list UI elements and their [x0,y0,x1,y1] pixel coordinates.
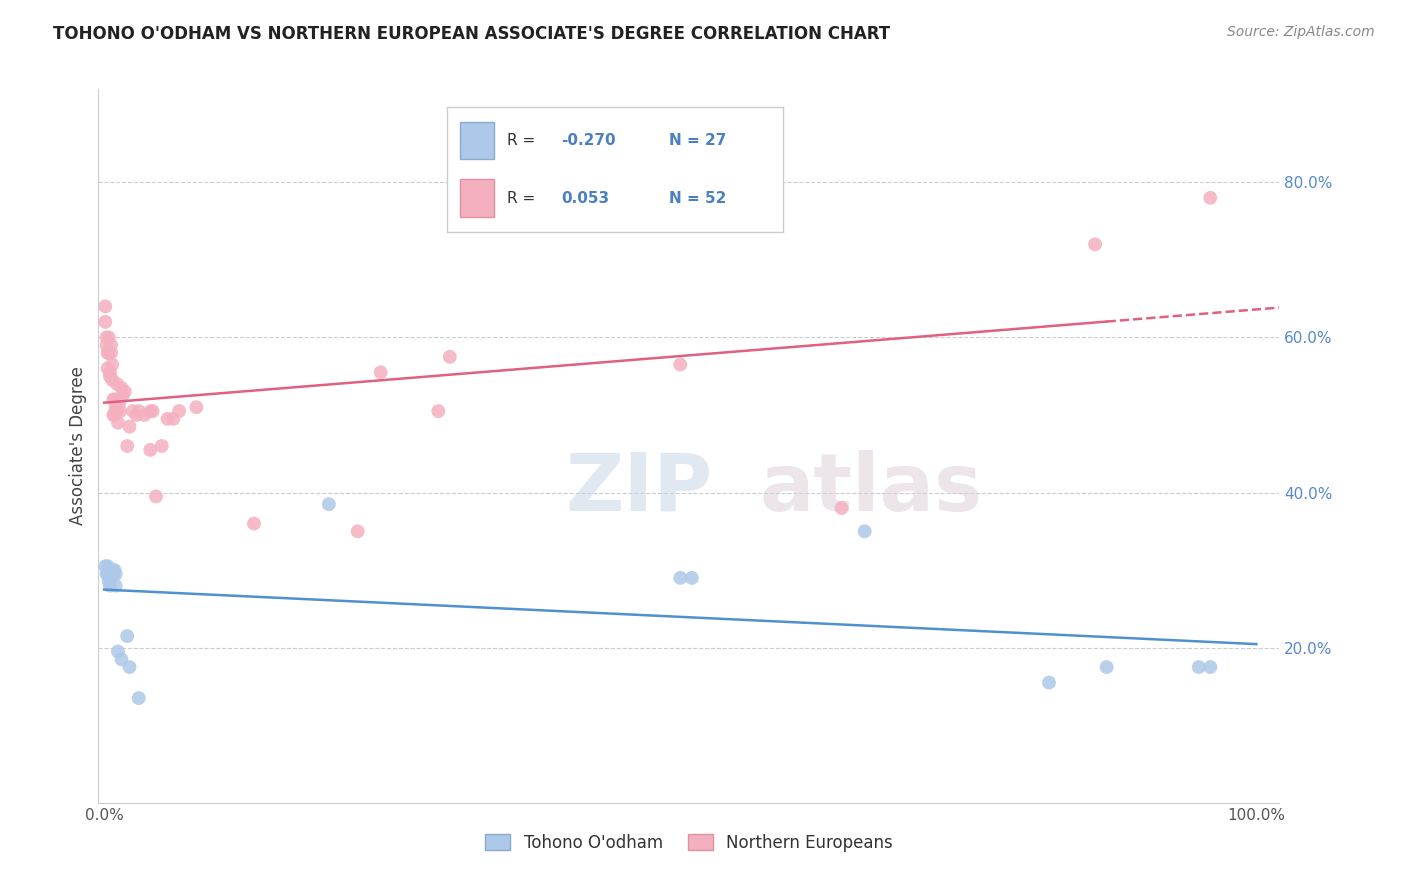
Point [1199,191,1222,205]
Point [681,571,703,585]
Point [186,401,208,415]
Point [243,516,266,531]
Point [167,404,190,418]
Point [101,373,124,387]
Point [145,490,167,504]
Point [94,315,117,329]
Point [98,579,121,593]
Point [100,346,122,360]
Point [107,644,129,658]
Point [128,404,150,418]
Point [115,439,138,453]
Point [1199,660,1222,674]
Point [110,404,132,418]
Point [103,563,125,577]
Point [97,563,120,577]
Text: atlas: atlas [759,450,983,528]
Point [97,559,120,574]
Point [104,404,127,418]
Point [97,574,120,589]
Point [114,384,136,399]
Point [97,346,120,360]
Point [125,408,148,422]
Point [104,566,127,581]
Point [96,330,118,344]
Legend: Tohono O'odham, Northern Europeans: Tohono O'odham, Northern Europeans [478,828,900,859]
Point [118,419,141,434]
Point [101,563,124,577]
Point [100,338,122,352]
Text: TOHONO O'ODHAM VS NORTHERN EUROPEAN ASSOCIATE'S DEGREE CORRELATION CHART: TOHONO O'ODHAM VS NORTHERN EUROPEAN ASSO… [53,25,890,43]
Point [97,346,120,360]
Point [1095,660,1118,674]
Point [107,416,129,430]
Point [439,350,461,364]
Point [156,412,179,426]
Point [669,358,692,372]
Point [831,501,853,516]
Point [118,660,141,674]
Point [139,442,162,457]
Point [110,381,132,395]
Point [98,566,121,581]
Point [103,408,125,422]
Point [370,365,392,379]
Point [139,404,162,418]
Point [98,369,121,384]
Point [97,330,120,344]
Point [97,566,120,581]
Point [105,404,128,418]
Point [1188,660,1211,674]
Point [150,439,173,453]
Point [110,652,132,666]
Point [105,376,128,391]
Point [94,299,117,313]
Point [101,358,124,372]
Point [128,691,150,706]
Point [1084,237,1107,252]
Point [94,559,117,574]
Point [346,524,368,539]
Point [104,401,127,415]
Point [96,566,118,581]
Point [427,404,450,418]
Point [97,361,120,376]
Point [1038,675,1060,690]
Point [669,571,692,585]
Point [111,388,134,402]
Point [115,629,138,643]
Point [122,404,145,418]
Point [318,497,340,511]
Point [98,365,121,379]
Point [103,392,125,407]
Y-axis label: Associate's Degree: Associate's Degree [69,367,87,525]
Text: Source: ZipAtlas.com: Source: ZipAtlas.com [1227,25,1375,39]
Point [104,579,127,593]
Point [103,408,125,422]
Point [142,404,165,418]
Point [134,408,156,422]
Point [853,524,876,539]
Point [103,566,125,581]
Point [96,338,118,352]
Point [103,392,125,407]
Point [108,396,131,410]
Point [162,412,184,426]
Point [100,566,122,581]
Text: ZIP: ZIP [565,450,713,528]
